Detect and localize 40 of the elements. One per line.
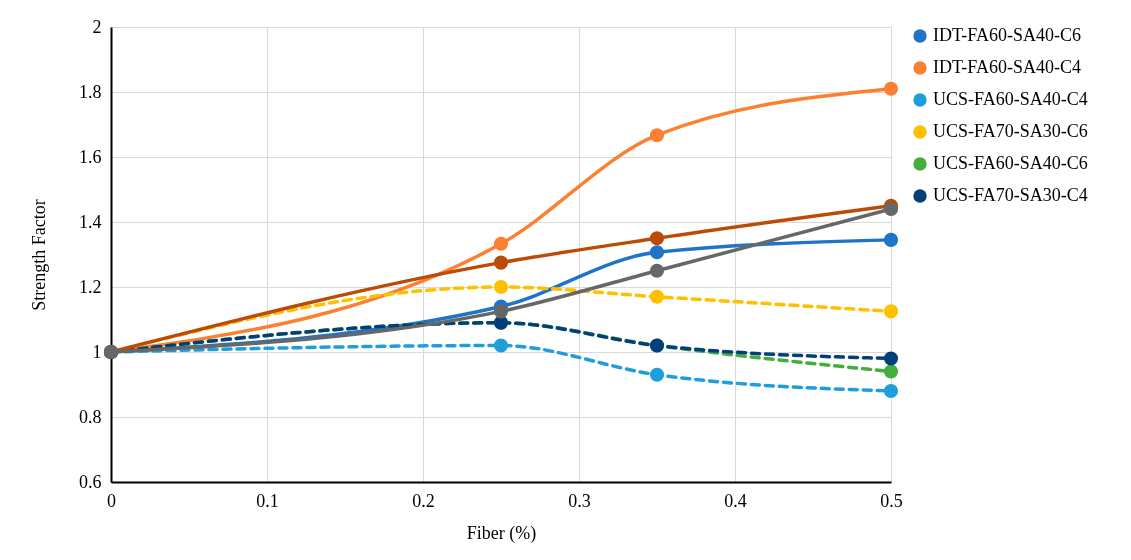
- point: [883, 81, 899, 96]
- point: [883, 364, 899, 379]
- legend-label: UCS-FA70-SA30-C4: [933, 185, 1088, 205]
- x-tick-label: 0.2: [412, 490, 435, 511]
- x-tick-label: 0: [107, 490, 116, 511]
- point: [649, 367, 665, 382]
- legend-label: UCS-FA60-SA40-C6: [933, 153, 1088, 173]
- point: [493, 279, 509, 295]
- x-tick-label: 0.4: [724, 490, 747, 511]
- point: [493, 255, 509, 270]
- y-tick-label: 1.2: [79, 276, 102, 297]
- point: [883, 383, 899, 399]
- point: [649, 128, 665, 143]
- x-axis-title: Fiber (%): [466, 522, 537, 544]
- y-tick-label: 0.8: [79, 406, 102, 427]
- y-tick-label: 0.6: [79, 471, 102, 492]
- point: [649, 245, 665, 260]
- point: [883, 232, 899, 247]
- y-tick-label: 2: [92, 16, 102, 37]
- x-tick-label: 0.3: [568, 490, 591, 511]
- x-tick-label: 0.5: [880, 490, 903, 511]
- point: [649, 289, 665, 304]
- point: [883, 201, 899, 217]
- legend-label: IDT-FA60-SA40-C4: [933, 57, 1082, 77]
- point: [493, 236, 509, 251]
- point: [493, 338, 509, 353]
- legend-label: UCS-FA70-SA30-C6: [933, 121, 1088, 141]
- y-axis-title: Strength Factor: [29, 199, 49, 311]
- y-tick-label: 1: [92, 341, 102, 362]
- y-tick-label: 1.6: [79, 146, 102, 167]
- y-tick-label: 1.8: [79, 81, 102, 102]
- point: [649, 231, 665, 246]
- legend-label: UCS-FA60-SA40-C4: [933, 89, 1088, 109]
- point: [883, 304, 899, 319]
- point: [883, 351, 899, 366]
- point: [649, 263, 665, 278]
- legend-label: IDT-FA60-SA40-C6: [933, 25, 1082, 45]
- x-tick-label: 0.1: [256, 490, 279, 511]
- y-tick-label: 1.4: [79, 211, 102, 232]
- point: [493, 304, 509, 319]
